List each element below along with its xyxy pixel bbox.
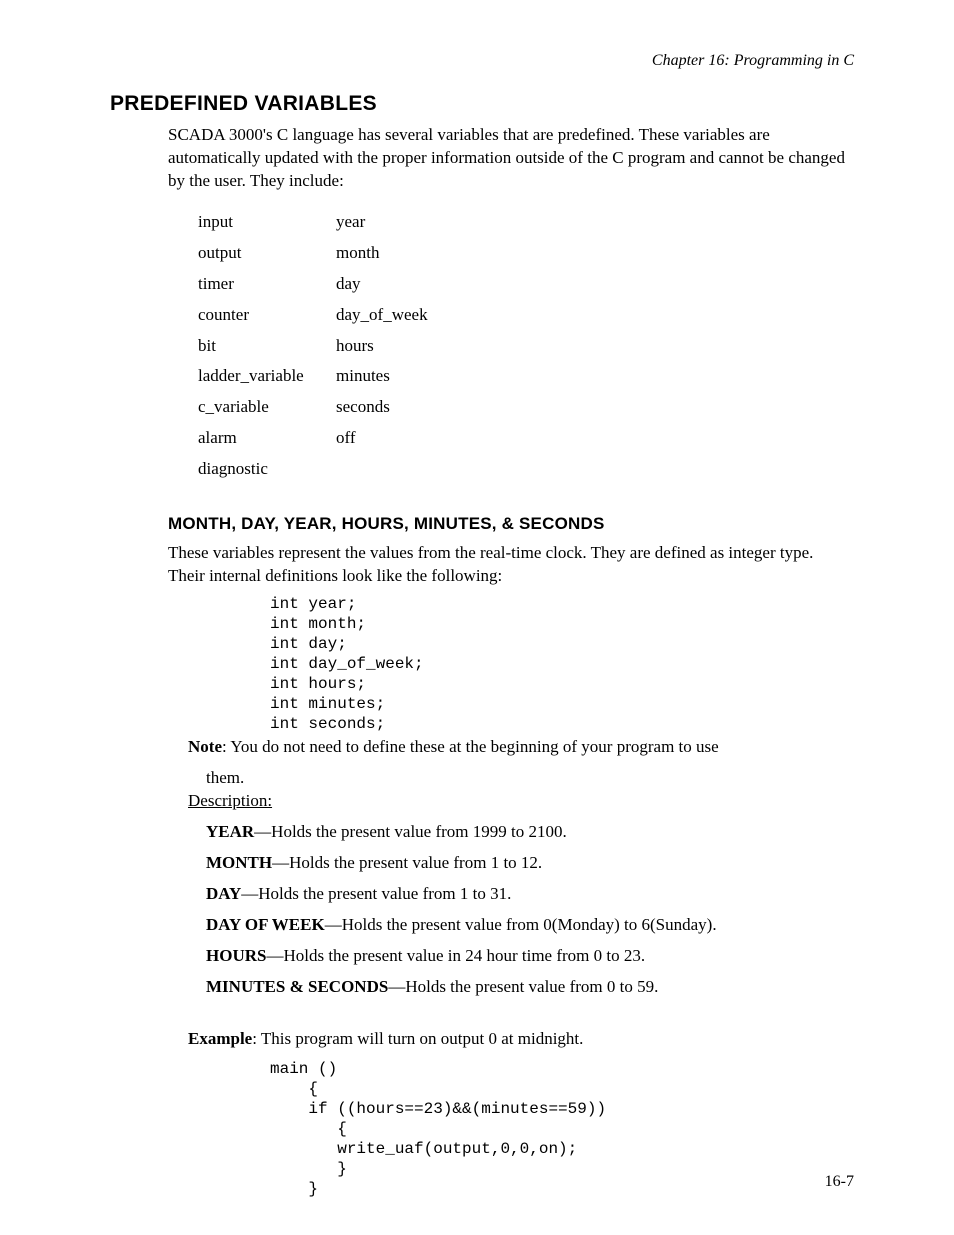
var-col2	[336, 454, 428, 485]
desc-name: MINUTES & SECONDS	[206, 977, 388, 996]
var-col1: diagnostic	[198, 454, 336, 485]
table-row: counterday_of_week	[198, 300, 428, 331]
desc-name: HOURS	[206, 946, 266, 965]
desc-item-minsec: MINUTES & SECONDS—Holds the present valu…	[206, 976, 854, 999]
note: Note: You do not need to define these at…	[188, 736, 854, 759]
desc-item-dayofweek: DAY OF WEEK—Holds the present value from…	[206, 914, 854, 937]
var-col2: off	[336, 423, 428, 454]
desc-text: —Holds the present value from 1 to 31.	[241, 884, 511, 903]
desc-item-day: DAY—Holds the present value from 1 to 31…	[206, 883, 854, 906]
description-label: Description:	[188, 790, 854, 813]
desc-name: DAY OF WEEK	[206, 915, 325, 934]
var-col1: bit	[198, 331, 336, 362]
var-col1: input	[198, 207, 336, 238]
table-row: c_variableseconds	[198, 392, 428, 423]
desc-text: —Holds the present value from 1999 to 21…	[254, 822, 567, 841]
var-col2: year	[336, 207, 428, 238]
table-row: alarmoff	[198, 423, 428, 454]
desc-text: —Holds the present value from 1 to 12.	[272, 853, 542, 872]
desc-item-month: MONTH—Holds the present value from 1 to …	[206, 852, 854, 875]
table-row: ladder_variableminutes	[198, 361, 428, 392]
var-col2: hours	[336, 331, 428, 362]
var-col2: day_of_week	[336, 300, 428, 331]
var-col1: output	[198, 238, 336, 269]
section-intro: SCADA 3000's C language has several vari…	[168, 124, 854, 193]
var-col1: c_variable	[198, 392, 336, 423]
table-row: bithours	[198, 331, 428, 362]
var-col2: seconds	[336, 392, 428, 423]
var-col1: alarm	[198, 423, 336, 454]
table-row: timerday	[198, 269, 428, 300]
subsection-para: These variables represent the values fro…	[168, 542, 854, 588]
var-col1: ladder_variable	[198, 361, 336, 392]
section-title: PREDEFINED VARIABLES	[110, 90, 854, 118]
page-number: 16-7	[825, 1171, 854, 1193]
table-row: diagnostic	[198, 454, 428, 485]
var-col1: timer	[198, 269, 336, 300]
var-col2: minutes	[336, 361, 428, 392]
table-row: outputmonth	[198, 238, 428, 269]
note-text: : You do not need to define these at the…	[222, 737, 719, 756]
desc-name: MONTH	[206, 853, 272, 872]
variables-table: inputyear outputmonth timerday counterda…	[198, 207, 854, 485]
example-text: : This program will turn on output 0 at …	[252, 1029, 583, 1048]
subsection-title: MONTH, DAY, YEAR, HOURS, MINUTES, & SECO…	[168, 513, 854, 536]
desc-text: —Holds the present value from 0 to 59.	[388, 977, 658, 996]
desc-name: YEAR	[206, 822, 254, 841]
desc-name: DAY	[206, 884, 241, 903]
code-block-definitions: int year; int month; int day; int day_of…	[270, 594, 854, 734]
desc-text: —Holds the present value in 24 hour time…	[266, 946, 645, 965]
example: Example: This program will turn on outpu…	[188, 1028, 854, 1051]
table-row: inputyear	[198, 207, 428, 238]
desc-item-year: YEAR—Holds the present value from 1999 t…	[206, 821, 854, 844]
var-col1: counter	[198, 300, 336, 331]
note-label: Note	[188, 737, 222, 756]
page: Chapter 16: Programming in C PREDEFINED …	[0, 0, 954, 1235]
desc-text: —Holds the present value from 0(Monday) …	[325, 915, 717, 934]
note-continuation: them.	[206, 767, 854, 790]
desc-item-hours: HOURS—Holds the present value in 24 hour…	[206, 945, 854, 968]
var-col2: month	[336, 238, 428, 269]
var-col2: day	[336, 269, 428, 300]
running-header: Chapter 16: Programming in C	[110, 50, 854, 72]
code-block-example: main () { if ((hours==23)&&(minutes==59)…	[270, 1059, 854, 1199]
example-label: Example	[188, 1029, 252, 1048]
